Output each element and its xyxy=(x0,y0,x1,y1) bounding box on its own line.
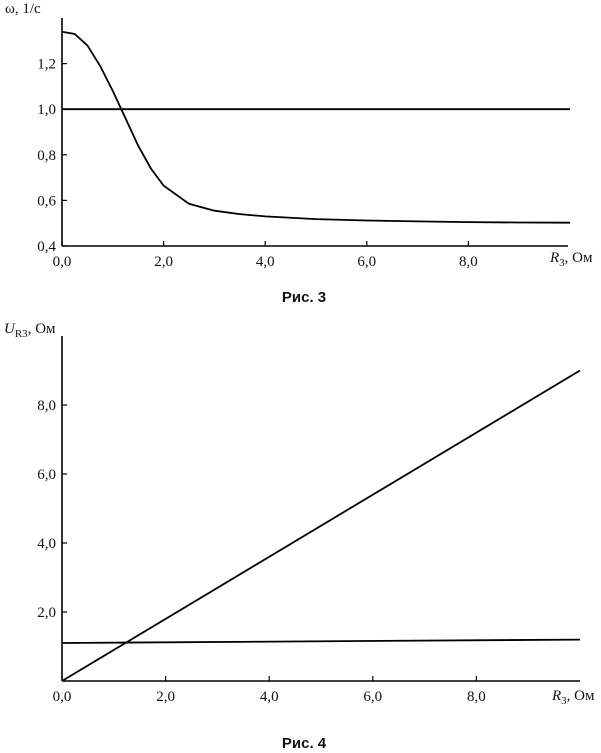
figure-caption: Рис. 4 xyxy=(282,735,327,752)
figure-caption: Рис. 3 xyxy=(282,289,326,306)
x-tick-label: 8,0 xyxy=(459,254,478,270)
y-axis-title: UR3, Ом xyxy=(4,321,56,340)
x-tick-label: 2,0 xyxy=(154,254,173,270)
y-tick-label: 0,4 xyxy=(37,239,56,255)
x-tick-label: 0,0 xyxy=(53,689,72,705)
x-axis-title: R3, Ом xyxy=(551,688,595,707)
x-tick-label: 8,0 xyxy=(467,689,486,705)
y-tick-label: 2,0 xyxy=(37,605,56,621)
x-tick-label: 4,0 xyxy=(256,254,275,270)
x-tick-label: 6,0 xyxy=(357,254,376,270)
y-tick-label: 1,0 xyxy=(37,102,56,118)
y-tick-label: 1,2 xyxy=(37,57,56,73)
x-tick-label: 0,0 xyxy=(53,254,72,270)
series-line-2 xyxy=(61,638,581,644)
y-tick-label: 6,0 xyxy=(37,467,56,483)
x-axis-title: R3, Ом xyxy=(549,250,593,269)
x-tick-label: 2,0 xyxy=(156,689,175,705)
series-line-1 xyxy=(61,369,581,682)
y-tick-label: 8,0 xyxy=(37,398,56,414)
series-line-1 xyxy=(61,30,571,224)
y-axis-title: ω, 1/c xyxy=(5,1,41,17)
y-tick-label: 0,6 xyxy=(37,193,56,209)
x-tick-label: 4,0 xyxy=(260,689,279,705)
chart-fig4: 0,0 2,0 4,0 6,0 8,0 2,0 4,0 6,0 8,0 Рис. 4 UR3, Ом… xyxy=(4,321,595,752)
y-tick-label: 0,8 xyxy=(37,148,56,164)
x-tick-label: 6,0 xyxy=(363,689,382,705)
y-tick-label: 4,0 xyxy=(37,536,56,552)
chart-fig3: 0,0 2,0 4,0 6,0 8,0 0,4 0,6 0,8 1,0 1,2 Рис. 3 ω, 1… xyxy=(5,1,593,306)
